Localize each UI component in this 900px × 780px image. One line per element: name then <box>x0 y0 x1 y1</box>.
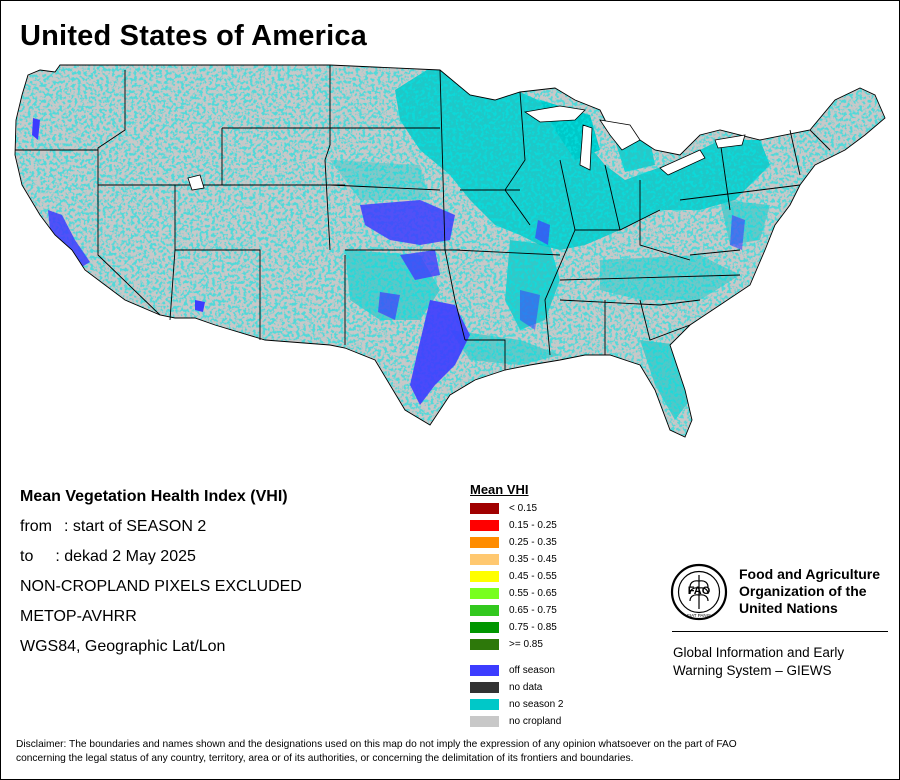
legend-class-row: 0.55 - 0.65 <box>470 586 557 603</box>
legend-extra-row: off season <box>470 663 555 680</box>
legend-class-label: 0.15 - 0.25 <box>509 520 557 531</box>
sensor-note: METOP-AVHRR <box>20 608 137 625</box>
legend-class-swatch <box>470 503 499 514</box>
legend-class-label: 0.25 - 0.35 <box>509 537 557 548</box>
from-line: from : start of SEASON 2 <box>20 517 302 547</box>
fao-block: FAO FIAT PANIS Food and Agriculture Orga… <box>670 563 888 683</box>
pixel-note: NON-CROPLAND PIXELS EXCLUDED <box>20 578 302 595</box>
legend-extra: off season no data no season 2 no cropland <box>470 663 564 731</box>
legend-extra-label: no data <box>509 682 543 693</box>
map-info: Mean Vegetation Health Index (VHI) from:… <box>20 487 302 667</box>
legend-extra-swatch <box>470 682 499 693</box>
legend-class-row: 0.65 - 0.75 <box>470 603 557 620</box>
from-label: from <box>20 518 52 535</box>
legend-title: Mean VHI <box>470 482 529 497</box>
legend-class-swatch <box>470 622 499 633</box>
legend-extra-label: no cropland <box>509 716 562 727</box>
disclaimer: Disclaimer: The boundaries and names sho… <box>16 738 886 765</box>
legend-class-label: 0.55 - 0.65 <box>509 588 557 599</box>
fao-logo-motto: FIAT PANIS <box>687 613 711 618</box>
fao-name: Food and Agriculture Organization of the… <box>739 566 880 617</box>
legend-class-swatch <box>470 537 499 548</box>
fao-logo-letters: FAO <box>688 585 711 597</box>
disclaimer-line2: concerning the legal status of any count… <box>16 752 634 764</box>
from-value: : start of SEASON 2 <box>64 518 207 535</box>
fao-divider <box>672 631 888 632</box>
fao-name-line2: Organization of the <box>739 583 867 599</box>
legend-extra-swatch <box>470 716 499 727</box>
legend-extra-label: off season <box>509 665 555 676</box>
legend-class-label: >= 0.85 <box>509 639 543 650</box>
legend: Mean VHI < 0.15 0.15 - 0.25 0.25 - 0.35 0.3… <box>470 482 564 731</box>
legend-class-swatch <box>470 554 499 565</box>
to-line: to : dekad 2 May 2025 <box>20 547 302 577</box>
legend-class-swatch <box>470 520 499 531</box>
legend-extra-label: no season 2 <box>509 699 564 710</box>
legend-class-row: 0.35 - 0.45 <box>470 552 557 569</box>
legend-class-row: 0.75 - 0.85 <box>470 620 557 637</box>
legend-classes: < 0.15 0.15 - 0.25 0.25 - 0.35 0.35 - 0.45 0… <box>470 501 557 654</box>
fao-name-line1: Food and Agriculture <box>739 566 881 582</box>
legend-class-swatch <box>470 588 499 599</box>
giews-line1: Global Information and Early <box>673 645 845 660</box>
map-title: United States of America <box>20 20 367 52</box>
state-boundaries <box>14 64 886 438</box>
legend-extra-row: no season 2 <box>470 697 564 714</box>
legend-class-label: 0.45 - 0.55 <box>509 571 557 582</box>
legend-class-row: 0.25 - 0.35 <box>470 535 557 552</box>
to-label: to <box>20 548 34 565</box>
legend-extra-swatch <box>470 699 499 710</box>
to-value: : dekad 2 May 2025 <box>55 548 196 565</box>
legend-class-label: 0.75 - 0.85 <box>509 622 557 633</box>
legend-class-row: < 0.15 <box>470 501 537 518</box>
fao-name-line3: United Nations <box>739 600 838 616</box>
off-season-areas <box>32 118 745 405</box>
legend-extra-swatch <box>470 665 499 676</box>
legend-class-label: 0.35 - 0.45 <box>509 554 557 565</box>
legend-class-swatch <box>470 605 499 616</box>
projection-note: WGS84, Geographic Lat/Lon <box>20 638 226 655</box>
legend-class-label: 0.65 - 0.75 <box>509 605 557 616</box>
map-subtitle: Mean Vegetation Health Index (VHI) <box>20 488 288 505</box>
legend-class-row: 0.45 - 0.55 <box>470 569 557 586</box>
legend-class-row: 0.15 - 0.25 <box>470 518 557 535</box>
giews-line2: Warning System – GIEWS <box>673 663 832 678</box>
giews-name: Global Information and Early Warning Sys… <box>673 644 844 680</box>
great-lakes <box>187 105 746 191</box>
legend-class-swatch <box>470 571 499 582</box>
disclaimer-line1: Disclaimer: The boundaries and names sho… <box>16 739 737 750</box>
legend-class-swatch <box>470 639 499 650</box>
legend-extra-row: no data <box>470 680 542 697</box>
vhi-map <box>14 64 886 438</box>
legend-class-label: < 0.15 <box>509 503 538 514</box>
fao-logo-icon: FAO FIAT PANIS <box>670 563 728 621</box>
legend-extra-row: no cropland <box>470 714 561 731</box>
legend-class-row: >= 0.85 <box>470 637 543 654</box>
